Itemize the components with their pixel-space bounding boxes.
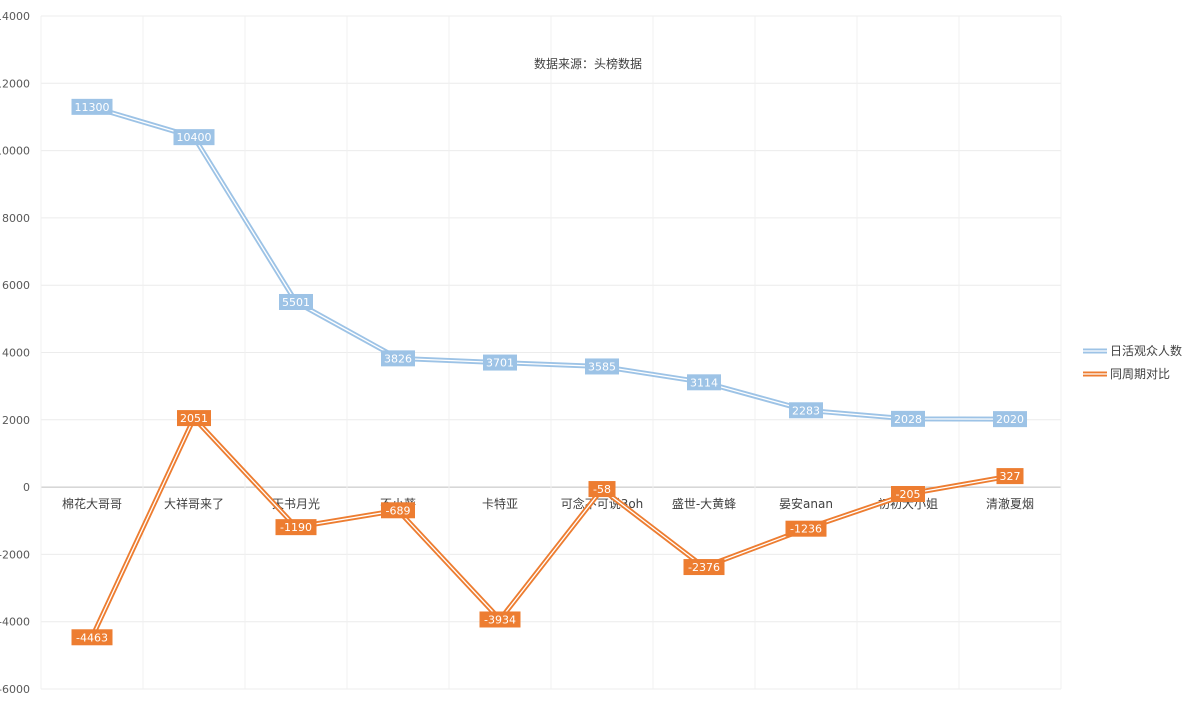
legend: 日活观众人数 同周期对比	[1083, 343, 1182, 381]
data-label: 5501	[282, 296, 310, 309]
data-label: 2051	[180, 412, 208, 425]
data-label: -1190	[280, 521, 312, 534]
data-label: 2028	[894, 413, 922, 426]
data-label-box	[891, 485, 925, 502]
data-label-box	[993, 411, 1027, 428]
x-category-label: 盛世-大黄蜂	[672, 496, 736, 511]
series-lines	[89, 104, 1013, 640]
x-category-label: 卡特亚	[482, 496, 518, 511]
x-category-label: 清澈夏烟	[986, 496, 1034, 511]
data-label: -205	[896, 488, 921, 501]
data-label-box	[381, 502, 415, 519]
grid-lines	[40, 15, 1062, 690]
data-label-box	[275, 519, 317, 536]
data-label: 2020	[996, 413, 1024, 426]
data-label: 3114	[690, 376, 718, 389]
data-label: 10400	[177, 131, 212, 144]
data-label: -3934	[484, 613, 516, 626]
data-label-box	[483, 354, 517, 371]
legend-item-daily-viewers: 日活观众人数	[1083, 343, 1182, 358]
x-category-label: 棉花大哥哥	[62, 496, 122, 511]
data-label-box	[891, 410, 925, 427]
data-label-box	[173, 129, 215, 146]
data-labels: 11300 10400 5501 3826 3701 3585 3114 2283 2028 20…	[71, 98, 1027, 646]
chart-annotation: 数据来源：头榜数据	[534, 56, 642, 71]
data-label-box	[279, 293, 313, 310]
data-label: 2283	[792, 404, 820, 417]
data-label-box	[996, 468, 1024, 485]
data-label-box	[71, 629, 113, 646]
series-line-inner-1	[91, 417, 1011, 638]
data-label: 3701	[486, 357, 514, 370]
data-label-box	[789, 402, 823, 419]
x-axis-categories: 棉花大哥哥大祥哥来了天书月光不小葵卡特亚可念不可说3oh盛世-大黄蜂晏安anan…	[62, 496, 1034, 511]
y-tick-label: -4000	[0, 616, 30, 629]
y-axis: 14000 12000 10000 8000 6000 4000 2000 0 -2000 -40…	[0, 10, 30, 696]
legend-label-daily-viewers: 日活观众人数	[1110, 343, 1182, 358]
data-label: 3826	[384, 352, 412, 365]
y-tick-label: 6000	[2, 279, 30, 292]
y-tick-label: 8000	[2, 212, 30, 225]
data-label-box	[687, 374, 721, 391]
data-label-box	[177, 410, 211, 427]
y-tick-label: 0	[23, 481, 30, 494]
y-tick-label: 4000	[2, 347, 30, 360]
y-tick-label: -6000	[0, 683, 30, 696]
legend-label-yoy: 同周期对比	[1110, 367, 1170, 381]
data-label: 3585	[588, 360, 616, 373]
data-label-box	[588, 481, 616, 498]
data-label-box	[585, 358, 619, 375]
x-category-label: 天书月光	[272, 497, 320, 511]
y-tick-label: 10000	[0, 145, 30, 158]
data-label-box	[479, 611, 521, 628]
data-label-box	[683, 559, 725, 576]
data-label: -689	[386, 504, 411, 517]
x-category-label: 大祥哥来了	[164, 497, 224, 511]
data-label: 327	[1000, 470, 1021, 483]
data-label: -1236	[790, 523, 822, 536]
data-label: -58	[593, 483, 611, 496]
data-label-box	[381, 350, 415, 367]
y-tick-label: 14000	[0, 10, 30, 23]
y-tick-label: -2000	[0, 548, 30, 561]
data-label: 11300	[75, 101, 110, 114]
series-line-inner-0	[91, 106, 1011, 420]
data-label: -4463	[76, 631, 108, 644]
data-label-box	[785, 520, 827, 537]
y-tick-label: 12000	[0, 77, 30, 90]
data-label: -2376	[688, 561, 720, 574]
y-tick-label: 2000	[2, 414, 30, 427]
data-label-box	[71, 98, 113, 115]
legend-item-yoy: 同周期对比	[1083, 367, 1170, 381]
x-category-label: 晏安anan	[779, 496, 833, 511]
